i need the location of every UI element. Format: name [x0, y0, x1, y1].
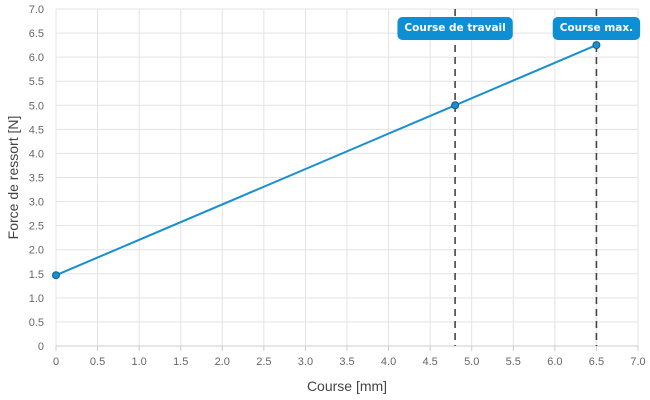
y-tick-label: 1.0: [29, 293, 44, 305]
y-tick-label: 4.0: [29, 148, 44, 160]
series-line: [55, 44, 597, 277]
x-axis-ticks: 0 0.5 1.0 1.5 2.0 2.5 3.0 3.5 4.0 4.5 5.0 5.5 6.0 6.5…: [53, 346, 646, 368]
x-tick-label: 7.0: [630, 356, 645, 368]
y-axis-title: Force de ressort [N]: [5, 116, 21, 240]
callout-label: Course max.: [560, 22, 633, 34]
x-tick-label: 3.5: [339, 356, 354, 368]
y-tick-label: 3.5: [29, 173, 44, 185]
x-tick-label: 2.5: [256, 356, 271, 368]
y-tick-label: 7.0: [29, 4, 44, 16]
y-tick-label: 5.0: [29, 100, 44, 112]
x-tick-label: 1.5: [173, 356, 188, 368]
x-tick-label: 5.0: [464, 356, 479, 368]
data-point: [592, 41, 601, 50]
x-tick-label: 6.5: [589, 356, 604, 368]
marker-callout: Course max.: [552, 17, 641, 40]
marker-lines: [454, 9, 598, 346]
y-tick-label: 0: [38, 341, 44, 353]
x-tick-label: 4.5: [422, 356, 437, 368]
marker-callouts: Course de travail Course max.: [397, 17, 641, 40]
x-tick-label: 5.5: [506, 356, 521, 368]
x-tick-label: 0: [53, 356, 59, 368]
grid: [55, 8, 639, 346]
data-point: [451, 101, 460, 110]
data-point: [52, 271, 60, 280]
y-tick-label: 5.5: [29, 76, 44, 88]
y-tick-label: 0.5: [29, 317, 44, 329]
y-tick-label: 2.5: [29, 221, 44, 233]
callout-box: [552, 17, 641, 40]
y-tick-label: 2.0: [29, 245, 44, 257]
marker-callout: Course de travail: [397, 17, 513, 40]
y-tick-label: 6.5: [29, 28, 44, 40]
y-tick-label: 4.5: [29, 124, 44, 136]
y-tick-label: 3.0: [29, 197, 44, 209]
x-tick-label: 2.0: [215, 356, 230, 368]
y-tick-label: 1.5: [29, 269, 44, 281]
callout-label: Course de travail: [404, 22, 505, 34]
callout-box: [397, 17, 513, 40]
x-axis-title: Course [mm]: [307, 378, 387, 394]
x-tick-label: 4.0: [381, 356, 396, 368]
y-axis-ticks: 0 0.5 1.0 1.5 2.0 2.5 3.0 3.5 4.0 4.5 5.0 5.5 6.0 6.5…: [29, 4, 44, 353]
x-tick-label: 0.5: [90, 356, 105, 368]
x-tick-label: 6.0: [547, 356, 562, 368]
x-tick-label: 1.0: [131, 356, 146, 368]
series: [52, 41, 601, 280]
x-tick-label: 3.0: [298, 356, 313, 368]
y-tick-label: 6.0: [29, 52, 44, 64]
